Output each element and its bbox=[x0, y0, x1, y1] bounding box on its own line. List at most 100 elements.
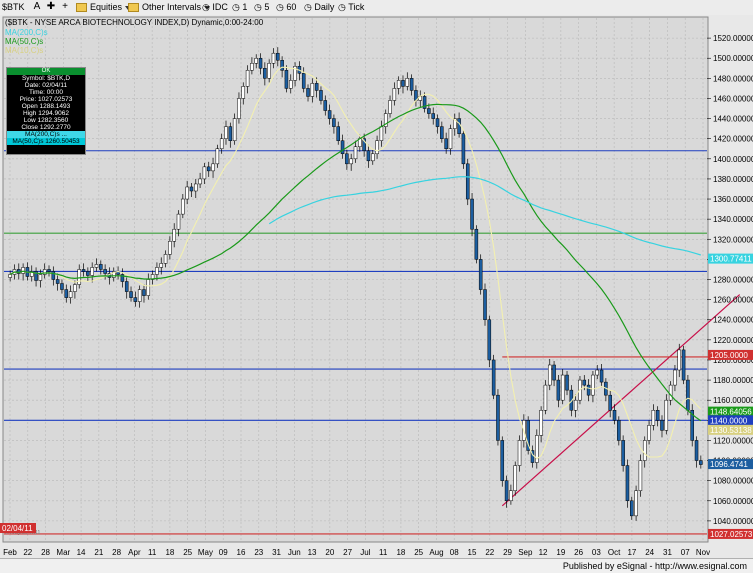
candle[interactable] bbox=[573, 399, 578, 411]
candle[interactable] bbox=[29, 271, 34, 277]
interval-60-button[interactable]: ◷ 60 bbox=[276, 2, 297, 12]
candle[interactable] bbox=[142, 289, 146, 296]
candle[interactable] bbox=[500, 440, 505, 481]
candle[interactable] bbox=[565, 374, 569, 391]
candle[interactable] bbox=[34, 271, 38, 281]
candle[interactable] bbox=[496, 394, 500, 441]
candle[interactable] bbox=[228, 126, 233, 141]
candle[interactable] bbox=[345, 153, 349, 165]
candle[interactable] bbox=[677, 349, 682, 371]
daily-button[interactable]: ◷ Daily bbox=[304, 2, 335, 12]
candle[interactable] bbox=[168, 241, 172, 255]
candle[interactable] bbox=[68, 291, 73, 298]
candle[interactable] bbox=[690, 410, 694, 441]
candle[interactable] bbox=[301, 73, 306, 89]
candle[interactable] bbox=[668, 384, 673, 401]
interval-1-button[interactable]: ◷ 1 bbox=[232, 2, 248, 12]
candle[interactable] bbox=[176, 213, 181, 230]
candle[interactable] bbox=[267, 63, 271, 79]
candle[interactable] bbox=[319, 90, 323, 101]
candle[interactable] bbox=[599, 369, 604, 383]
candle[interactable] bbox=[241, 86, 246, 99]
candle[interactable] bbox=[457, 118, 461, 134]
candle[interactable] bbox=[206, 166, 211, 172]
candle[interactable] bbox=[401, 80, 405, 87]
candle[interactable] bbox=[470, 198, 474, 230]
candle[interactable] bbox=[375, 140, 379, 155]
candle[interactable] bbox=[137, 289, 142, 302]
candle[interactable] bbox=[60, 283, 64, 290]
candle[interactable] bbox=[630, 500, 634, 517]
candle[interactable] bbox=[250, 63, 254, 71]
candle[interactable] bbox=[194, 183, 198, 192]
price-chart[interactable]: 1040.0000001060.0000001080.0000001100.00… bbox=[0, 15, 753, 558]
candle[interactable] bbox=[271, 52, 276, 64]
candle[interactable] bbox=[405, 78, 410, 87]
candle[interactable] bbox=[642, 440, 647, 461]
candle[interactable] bbox=[392, 88, 397, 101]
candle[interactable] bbox=[254, 57, 258, 64]
candle[interactable] bbox=[699, 460, 703, 465]
candle[interactable] bbox=[155, 267, 159, 275]
candle[interactable] bbox=[465, 163, 470, 200]
candle[interactable] bbox=[86, 271, 90, 276]
candle[interactable] bbox=[535, 435, 539, 463]
candle[interactable] bbox=[219, 138, 224, 149]
candle[interactable] bbox=[332, 118, 336, 127]
candle[interactable] bbox=[47, 269, 51, 272]
idc-button[interactable]: ◷ IDC bbox=[202, 2, 228, 12]
candle[interactable] bbox=[146, 279, 151, 296]
data-window-header[interactable]: OK bbox=[7, 68, 85, 75]
candle[interactable] bbox=[340, 140, 345, 155]
candle[interactable] bbox=[539, 410, 543, 436]
candle[interactable] bbox=[560, 374, 565, 401]
candle[interactable] bbox=[673, 369, 677, 386]
candle[interactable] bbox=[422, 96, 427, 109]
candle[interactable] bbox=[198, 178, 202, 185]
candle[interactable] bbox=[99, 264, 103, 270]
candle[interactable] bbox=[660, 420, 664, 431]
candle[interactable] bbox=[73, 284, 77, 292]
candle[interactable] bbox=[686, 379, 690, 411]
candle[interactable] bbox=[124, 281, 129, 292]
candle[interactable] bbox=[349, 158, 353, 165]
candle[interactable] bbox=[487, 319, 492, 361]
candle[interactable] bbox=[211, 163, 215, 172]
candle[interactable] bbox=[21, 267, 25, 274]
candle[interactable] bbox=[582, 379, 587, 386]
text-icon[interactable]: A bbox=[33, 1, 41, 12]
candle[interactable] bbox=[621, 440, 625, 466]
candle[interactable] bbox=[323, 100, 328, 111]
candle[interactable] bbox=[181, 198, 185, 215]
candle[interactable] bbox=[651, 410, 656, 426]
candle[interactable] bbox=[8, 274, 12, 278]
candle[interactable] bbox=[526, 420, 530, 451]
candle[interactable] bbox=[440, 126, 444, 139]
candle[interactable] bbox=[474, 228, 479, 260]
candle[interactable] bbox=[232, 118, 237, 141]
candle[interactable] bbox=[371, 153, 375, 162]
candle[interactable] bbox=[103, 269, 107, 274]
candle[interactable] bbox=[409, 78, 414, 91]
candle[interactable] bbox=[64, 289, 69, 298]
symbol-field[interactable]: $BTK bbox=[2, 2, 25, 12]
candle[interactable] bbox=[51, 271, 56, 280]
candle[interactable] bbox=[655, 410, 660, 421]
candle[interactable] bbox=[189, 186, 194, 192]
candle[interactable] bbox=[634, 490, 638, 517]
candle[interactable] bbox=[591, 374, 595, 396]
plus-icon[interactable]: + bbox=[62, 1, 68, 12]
candle[interactable] bbox=[612, 410, 617, 421]
candle[interactable] bbox=[306, 88, 310, 97]
candle[interactable] bbox=[556, 379, 561, 401]
candle[interactable] bbox=[595, 369, 600, 376]
candle[interactable] bbox=[284, 70, 289, 89]
candle[interactable] bbox=[276, 52, 280, 61]
candle[interactable] bbox=[133, 297, 138, 302]
candle[interactable] bbox=[569, 389, 574, 411]
candle[interactable] bbox=[163, 254, 168, 264]
crosshair-icon[interactable]: ✚ bbox=[46, 1, 56, 12]
candle[interactable] bbox=[547, 364, 552, 386]
candle[interactable] bbox=[258, 57, 263, 69]
candle[interactable] bbox=[237, 98, 241, 119]
